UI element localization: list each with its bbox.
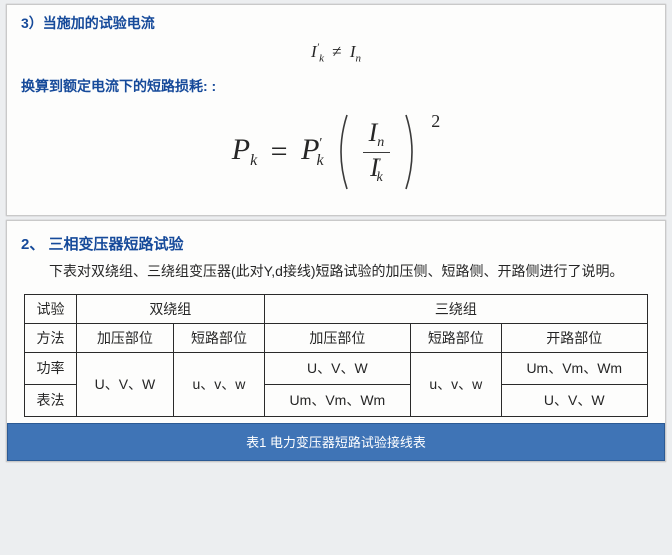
col-method: 试验 (25, 294, 77, 323)
table-caption: 表1 电力变压器短路试验接线表 (7, 423, 665, 461)
cell-UVW-t2: U、V、W (501, 384, 647, 416)
col-short-t: 短路部位 (410, 323, 501, 352)
col-press-d: 加压部位 (76, 323, 173, 352)
main-formula: Pk = P′k In I′k 2 (21, 112, 651, 191)
row-power-1: 功率 (25, 352, 77, 384)
fraction: In I′k (363, 118, 391, 187)
cell-Um-t1: Um、Vm、Wm (501, 352, 647, 384)
table-row: 方法 加压部位 短路部位 加压部位 短路部位 开路部位 (25, 323, 648, 352)
panel-formula: 3）当施加的试验电流 I′k ≠ In 换算到额定电流下的短路损耗: : Pk … (6, 4, 666, 216)
col-triple: 三绕组 (264, 294, 647, 323)
section-2-paragraph: 下表对双绕组、三绕组变压器(此对Y,d接线)短路试验的加压侧、短路侧、开路侧进行… (21, 260, 651, 284)
col-double: 双绕组 (76, 294, 264, 323)
cell-uvw-t: u、v、w (410, 352, 501, 416)
fraction-numerator: In (363, 118, 391, 152)
row-power-2: 表法 (25, 384, 77, 416)
var-Ik-prime: I′k (311, 42, 324, 61)
neq-op: ≠ (332, 42, 341, 61)
left-paren-icon (333, 113, 351, 191)
col-method-2: 方法 (25, 323, 77, 352)
item-3-heading: 3）当施加的试验电流 (21, 13, 651, 33)
cell-Um-t2: Um、Vm、Wm (264, 384, 410, 416)
cell-UVW-d: U、V、W (76, 352, 173, 416)
var-Pk-prime: P′k (301, 135, 324, 169)
cell-uvw-d: u、v、w (174, 352, 265, 416)
equals-op: = (271, 137, 288, 167)
section-2-title: 2、 三相变压器短路试验 (21, 233, 651, 254)
var-Pk: Pk (232, 135, 257, 169)
cell-UVW-t1: U、V、W (264, 352, 410, 384)
exponent-2: 2 (431, 112, 440, 130)
col-open-t: 开路部位 (501, 323, 647, 352)
col-short-d: 短路部位 (174, 323, 265, 352)
right-paren-icon (402, 113, 420, 191)
inline-inequality: I′k ≠ In (21, 41, 651, 64)
conversion-label: 换算到额定电流下的短路损耗: : (21, 76, 651, 96)
col-press-t: 加压部位 (264, 323, 410, 352)
wiring-table: 试验 双绕组 三绕组 方法 加压部位 短路部位 加压部位 短路部位 开路部位 功… (24, 294, 648, 417)
fraction-denominator: I′k (363, 153, 391, 187)
page-root: 3）当施加的试验电流 I′k ≠ In 换算到额定电流下的短路损耗: : Pk … (0, 4, 672, 555)
table-row: 试验 双绕组 三绕组 (25, 294, 648, 323)
var-In: In (350, 42, 361, 61)
table-row: 功率 U、V、W u、v、w U、V、W u、v、w Um、Vm、Wm (25, 352, 648, 384)
panel-table: 2、 三相变压器短路试验 下表对双绕组、三绕组变压器(此对Y,d接线)短路试验的… (6, 220, 666, 462)
